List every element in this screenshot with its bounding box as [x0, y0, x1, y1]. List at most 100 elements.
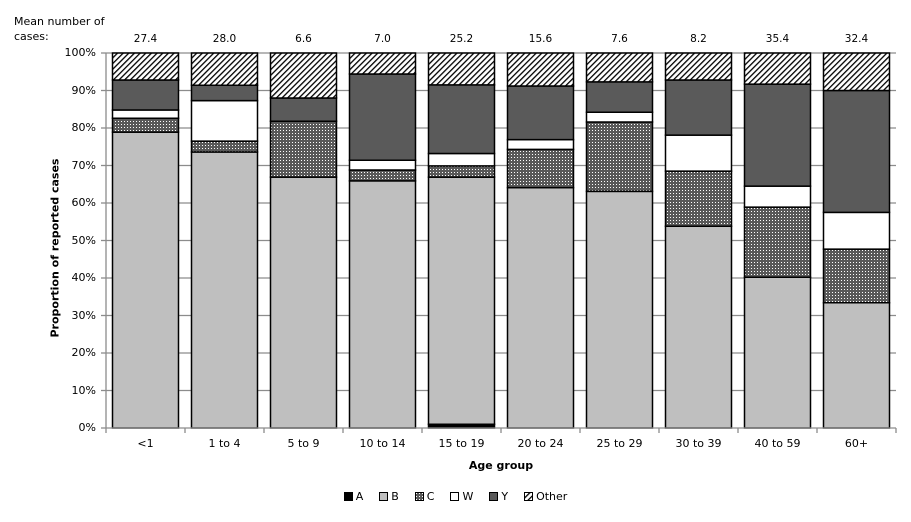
bar-60-	[822, 52, 891, 429]
legend-item-a: A	[343, 490, 364, 503]
segment-c	[190, 140, 259, 153]
legend-label: W	[462, 490, 474, 503]
mean-cases-label: 6.6	[295, 33, 312, 45]
segment-b	[585, 190, 654, 429]
x-axis-title: Age group	[468, 459, 534, 472]
y-tick-label: 0%	[78, 421, 96, 434]
mean-cases-label: 8.2	[690, 33, 707, 45]
segment-w	[822, 211, 891, 250]
legend-label: C	[426, 490, 435, 503]
segment-c	[664, 170, 733, 227]
legend-item-c: C	[414, 490, 435, 503]
segment-b	[348, 180, 417, 429]
segment-other	[190, 52, 259, 86]
legend-swatch-w	[450, 492, 460, 501]
y-tick-label: 60%	[71, 196, 96, 209]
x-tick-label: 40 to 59	[754, 437, 801, 450]
bar-5-to-9	[269, 52, 338, 429]
axes	[101, 52, 897, 433]
segment-c	[506, 148, 575, 189]
y-tick-label: 70%	[71, 158, 96, 172]
x-tick-label: 60+	[844, 437, 869, 450]
bar-20-to-24	[506, 52, 575, 429]
legend-item-w: W	[450, 490, 473, 503]
x-tick-label: 10 to 14	[359, 437, 406, 450]
y-tick-label: 90%	[71, 83, 96, 97]
segment-b	[427, 176, 496, 425]
segment-c	[585, 121, 654, 193]
segment-b	[111, 131, 180, 429]
legend-item-other: Other	[524, 490, 567, 503]
segment-other	[348, 52, 417, 75]
mean-cases-label: 15.6	[528, 33, 553, 45]
segment-c	[743, 206, 812, 278]
segment-b	[506, 186, 575, 429]
segment-w	[743, 185, 812, 208]
legend: A B C W Y Other	[0, 490, 911, 503]
segment-y	[743, 83, 812, 187]
segment-other	[743, 52, 812, 85]
mean-cases-label: 7.6	[611, 33, 628, 45]
x-tick-label: 20 to 24	[517, 437, 564, 450]
segment-w	[664, 134, 733, 172]
segment-b	[822, 302, 891, 429]
legend-swatch-b	[379, 492, 389, 501]
bar-40-to-59	[743, 52, 812, 429]
segment-c	[822, 248, 891, 304]
segment-y	[506, 85, 575, 141]
bar-30-to-39	[664, 52, 733, 429]
legend-swatch-c	[414, 492, 424, 501]
segment-c	[427, 165, 496, 178]
bar-25-to-29	[585, 52, 654, 429]
mean-cases-label: 27.4	[133, 33, 158, 45]
mean-cases-header-line2: cases:	[14, 30, 49, 43]
segment-w	[190, 99, 259, 142]
y-tick-label: 40%	[71, 271, 96, 284]
segment-w	[585, 111, 654, 123]
mean-cases-label: 25.2	[449, 33, 474, 45]
legend-swatch-other	[524, 492, 534, 501]
bars	[111, 52, 891, 429]
segment-b	[743, 276, 812, 429]
segment-w	[506, 138, 575, 151]
segment-y	[348, 73, 417, 161]
y-tick-label: 100%	[64, 46, 96, 59]
bar--1	[111, 52, 180, 429]
mean-cases-header: Mean number of cases:	[14, 14, 105, 44]
mean-cases-label: 7.0	[374, 33, 391, 45]
segment-y	[427, 84, 496, 155]
bar-15-to-19	[427, 52, 496, 429]
segment-other	[427, 52, 496, 86]
y-tick-label: 10%	[71, 383, 96, 397]
segment-y	[822, 89, 891, 214]
y-tick-label: 30%	[71, 308, 96, 322]
mean-cases-label: 28.0	[212, 33, 237, 45]
segment-c	[111, 117, 180, 133]
segment-c	[269, 120, 338, 178]
segment-y	[111, 79, 180, 111]
segment-w	[348, 159, 417, 171]
y-axis-title: Proportion of reported cases	[48, 158, 62, 338]
segment-other	[822, 52, 891, 92]
mean-cases-label: 32.4	[844, 33, 869, 45]
segment-w	[427, 152, 496, 167]
legend-label: B	[391, 490, 399, 503]
segment-other	[585, 52, 654, 83]
x-tick-label: 1 to 4	[208, 437, 241, 450]
legend-swatch-y	[489, 492, 499, 501]
y-tick-label: 20%	[71, 346, 96, 359]
segment-y	[664, 79, 733, 136]
segment-y	[190, 84, 259, 102]
legend-item-b: B	[379, 490, 399, 503]
y-tick-label: 80%	[71, 121, 96, 134]
x-tick-label: 30 to 39	[675, 437, 722, 450]
mean-cases-label: 35.4	[765, 33, 790, 45]
x-tick-label: 15 to 19	[438, 437, 485, 450]
legend-label: Y	[501, 490, 509, 503]
segment-c	[348, 169, 417, 182]
segment-y	[585, 81, 654, 113]
legend-label: A	[355, 490, 364, 503]
segment-other	[506, 52, 575, 87]
bar-10-to-14	[348, 52, 417, 429]
